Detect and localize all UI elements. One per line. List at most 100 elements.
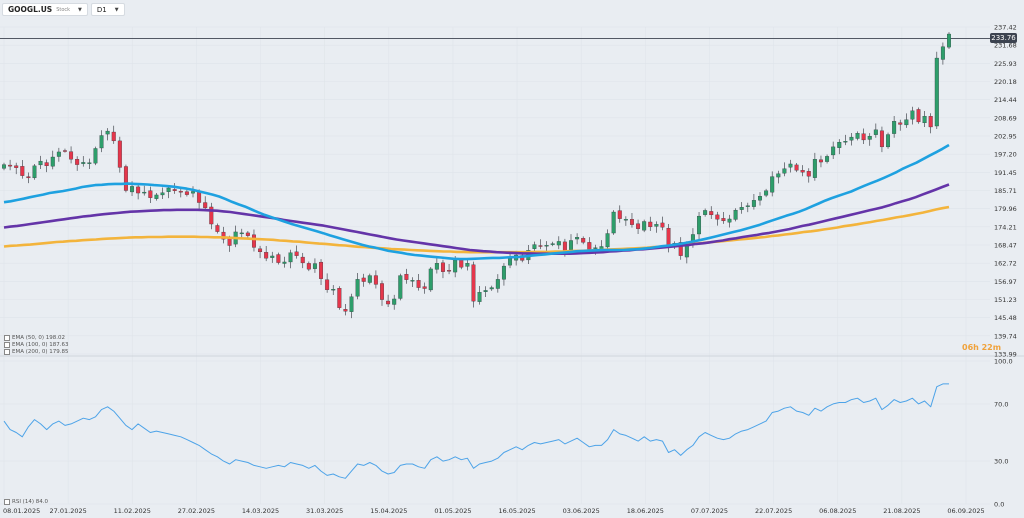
visibility-icon[interactable] [4, 499, 10, 505]
candle[interactable] [99, 130, 104, 153]
candle[interactable] [629, 212, 634, 228]
candle[interactable] [886, 132, 891, 149]
candle[interactable] [910, 106, 915, 125]
candle[interactable] [697, 212, 702, 240]
candle[interactable] [703, 208, 708, 217]
ema50-legend[interactable]: EMA (50, 0) 198.02 [4, 335, 65, 341]
candle[interactable] [831, 141, 836, 160]
candle[interactable] [349, 293, 354, 319]
candle[interactable] [477, 285, 482, 305]
candle[interactable] [678, 237, 683, 260]
candle[interactable] [191, 186, 195, 198]
rsi-legend[interactable]: RSI (14) 84.0 [4, 499, 48, 505]
candle[interactable] [398, 273, 403, 301]
ema100-legend[interactable]: EMA (100, 0) 187.63 [4, 342, 69, 348]
candle[interactable] [62, 148, 67, 153]
candle[interactable] [922, 111, 927, 127]
candle[interactable] [508, 252, 513, 269]
candle[interactable] [69, 146, 74, 164]
candle[interactable] [898, 119, 903, 131]
candle[interactable] [386, 294, 391, 308]
candle[interactable] [818, 155, 823, 168]
ema100-line[interactable] [3, 183, 950, 255]
candle[interactable] [245, 230, 250, 238]
candle[interactable] [172, 183, 177, 194]
candle[interactable] [367, 273, 372, 285]
candle[interactable] [812, 152, 817, 181]
candle[interactable] [392, 294, 397, 310]
candle[interactable] [416, 273, 421, 291]
candle[interactable] [81, 156, 86, 167]
candle[interactable] [373, 270, 378, 289]
candle[interactable] [111, 125, 116, 144]
candle[interactable] [770, 171, 775, 197]
candle[interactable] [447, 264, 452, 275]
visibility-icon[interactable] [4, 349, 10, 355]
candle[interactable] [264, 246, 269, 262]
candle[interactable] [837, 139, 842, 155]
candle[interactable] [764, 188, 769, 198]
candle[interactable] [611, 210, 616, 235]
candle[interactable] [142, 185, 147, 196]
candle[interactable] [148, 186, 153, 204]
candle[interactable] [203, 196, 208, 211]
candle[interactable] [879, 126, 884, 153]
candle[interactable] [849, 132, 854, 146]
candle[interactable] [440, 259, 445, 279]
candle[interactable] [733, 208, 738, 222]
candle[interactable] [117, 136, 122, 173]
ema200-legend[interactable]: EMA (200, 0) 179.85 [4, 349, 69, 355]
candle[interactable] [312, 258, 317, 273]
candle[interactable] [428, 267, 433, 292]
candle[interactable] [739, 202, 744, 214]
candle[interactable] [160, 187, 165, 200]
candle[interactable] [380, 280, 384, 306]
candle[interactable] [20, 160, 25, 179]
candle[interactable] [14, 162, 19, 175]
candle[interactable] [251, 229, 256, 252]
candle[interactable] [947, 32, 951, 50]
candle[interactable] [575, 233, 580, 245]
candle[interactable] [861, 128, 866, 145]
candle[interactable] [727, 214, 732, 228]
candle[interactable] [788, 159, 793, 173]
candle[interactable] [50, 150, 55, 170]
candle[interactable] [215, 223, 220, 234]
candle[interactable] [825, 154, 830, 164]
candle[interactable] [782, 162, 787, 177]
candle[interactable] [325, 273, 330, 293]
candle[interactable] [422, 282, 427, 294]
candle[interactable] [8, 159, 13, 171]
candle[interactable] [471, 261, 476, 308]
candle[interactable] [26, 172, 31, 184]
candle[interactable] [867, 133, 872, 146]
candle[interactable] [361, 273, 366, 287]
visibility-icon[interactable] [4, 342, 10, 348]
candle[interactable] [654, 221, 659, 233]
candle[interactable] [855, 131, 860, 141]
candle[interactable] [123, 164, 128, 193]
candle[interactable] [319, 259, 324, 286]
rsi-line[interactable] [3, 383, 949, 479]
candle[interactable] [270, 251, 275, 263]
candle[interactable] [355, 273, 360, 300]
candle[interactable] [221, 226, 226, 244]
ema50-line[interactable] [3, 143, 950, 261]
candle[interactable] [776, 170, 781, 184]
candle[interactable] [306, 261, 311, 272]
timeframe-selector[interactable]: D1 ▼ [90, 3, 125, 16]
candle[interactable] [550, 241, 555, 247]
candle[interactable] [75, 156, 80, 171]
candle[interactable] [343, 304, 348, 316]
candle[interactable] [483, 286, 488, 298]
candle[interactable] [32, 163, 37, 180]
candle[interactable] [617, 205, 622, 223]
candle[interactable] [93, 146, 98, 166]
candle[interactable] [538, 239, 543, 250]
candle[interactable] [331, 285, 336, 296]
candle[interactable] [721, 212, 726, 224]
candle[interactable] [709, 206, 714, 219]
ema200-line[interactable] [3, 205, 950, 254]
candle[interactable] [623, 216, 628, 226]
